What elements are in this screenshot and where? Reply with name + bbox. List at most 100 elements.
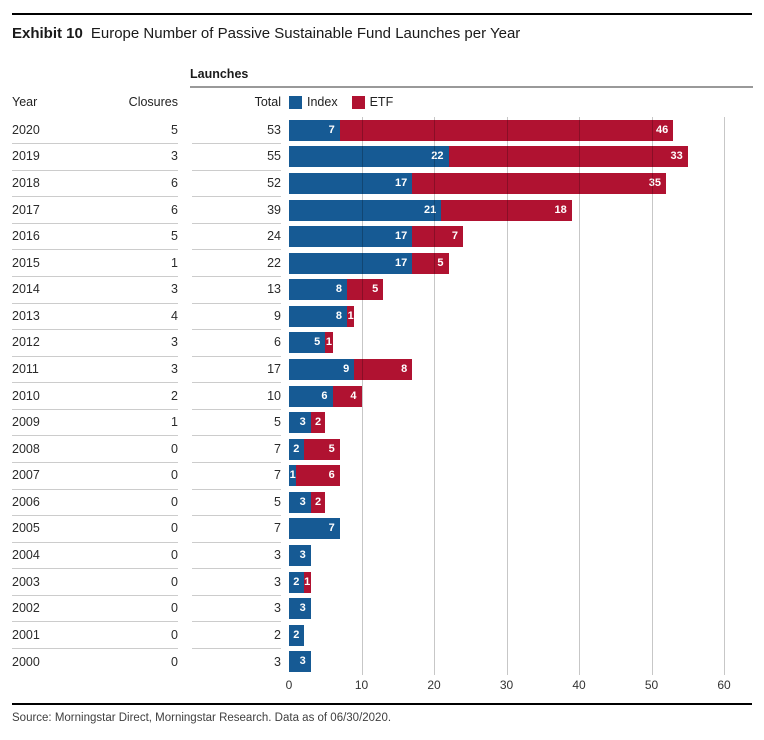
bar-value-label: 3: [299, 549, 306, 562]
total-cell: 10: [192, 382, 281, 410]
column-gap: [281, 569, 289, 596]
x-tick-label: 30: [499, 678, 514, 692]
year-closures-cell: 2016 5: [12, 223, 178, 251]
exhibit-title-text: Europe Number of Passive Sustainable Fun…: [90, 25, 521, 42]
x-tick-label: 60: [717, 678, 731, 692]
column-gap: [281, 383, 289, 410]
bar-value-label: 7: [328, 123, 335, 136]
total-value: 52: [267, 175, 281, 190]
closures-value: 0: [171, 654, 178, 669]
year-label: 2000: [12, 654, 40, 669]
total-cell: 3: [192, 542, 281, 570]
etf-bar-segment: 46: [339, 119, 674, 141]
closures-column-header: Closures: [128, 95, 178, 109]
total-cell: 3: [192, 595, 281, 623]
total-cell: 9: [192, 303, 281, 331]
bar-value-label: 6: [321, 389, 328, 402]
etf-bar-segment: 1: [347, 305, 355, 327]
table-row: 2018 6 52 17 35: [12, 170, 753, 198]
stacked-bar: 2: [289, 624, 753, 646]
etf-legend-swatch: [351, 95, 365, 109]
x-tick-label: 50: [644, 678, 659, 692]
year-closures-cell: 2013 4: [12, 303, 178, 331]
total-value: 3: [274, 574, 281, 589]
chart-legend: Index ETF: [289, 95, 393, 109]
total-value: 7: [274, 468, 281, 483]
bar-value-label: 1: [347, 309, 354, 322]
closures-value: 0: [171, 548, 178, 563]
year-label: 2017: [12, 202, 40, 217]
column-gap: [178, 622, 192, 649]
total-cell: 55: [192, 143, 281, 171]
closures-value: 0: [171, 627, 178, 642]
year-closures-cell: 2015 1: [12, 249, 178, 277]
bar-value-label: 2: [314, 495, 322, 508]
bar-value-label: 3: [299, 416, 306, 429]
index-bar-segment: 3: [289, 412, 311, 434]
year-closures-cell: 2006 0: [12, 489, 178, 517]
year-closures-cell: 2002 0: [12, 595, 178, 623]
column-gap: [178, 356, 192, 383]
total-value: 5: [274, 494, 281, 509]
etf-bar-segment: 35: [412, 172, 666, 194]
column-gap: [178, 303, 192, 330]
total-cell: 13: [192, 276, 281, 304]
column-gap: [178, 170, 192, 197]
total-cell: 6: [192, 329, 281, 357]
index-bar-segment: 8: [289, 279, 347, 301]
source-note: Source: Morningstar Direct, Morningstar …: [12, 712, 392, 724]
column-gap: [178, 409, 192, 436]
total-value: 3: [274, 601, 281, 616]
column-gap: [281, 330, 289, 357]
year-closures-cell: 2017 6: [12, 196, 178, 224]
etf-bar-segment: 33: [448, 146, 688, 168]
column-gap: [281, 170, 289, 197]
index-bar-segment: 8: [289, 305, 347, 327]
closures-value: 0: [171, 574, 178, 589]
year-label: 2009: [12, 415, 40, 430]
total-cell: 7: [192, 435, 281, 464]
index-bar-segment: 3: [289, 491, 311, 513]
index-bar-segment: 7: [289, 119, 340, 141]
total-value: 7: [274, 521, 281, 536]
table-row: 2000 0 3 3: [12, 649, 753, 676]
x-tick-label: 0: [285, 678, 293, 692]
total-value: 5: [274, 415, 281, 430]
column-gap: [281, 250, 289, 277]
bar-value-label: 2: [314, 416, 322, 429]
closures-value: 1: [171, 415, 178, 430]
index-bar-segment: 2: [289, 624, 304, 646]
bar-value-label: 8: [335, 309, 342, 322]
etf-bar-segment: 7: [412, 226, 463, 248]
total-cell: 7: [192, 462, 281, 490]
bar-value-label: 46: [656, 123, 669, 136]
column-headers-left: Year Closures: [12, 95, 178, 109]
table-row: 2015 1 22 17 5: [12, 250, 753, 277]
closures-value: 3: [171, 361, 178, 376]
year-closures-cell: 2014 3: [12, 276, 178, 304]
legend-item-index: Index: [289, 95, 338, 109]
etf-bar-segment: 1: [303, 571, 311, 593]
index-bar-segment: 2: [289, 438, 304, 460]
index-bar-segment: 9: [289, 358, 355, 380]
bar-value-label: 7: [451, 230, 458, 243]
column-gap: [178, 223, 192, 250]
x-tick-label: 10: [354, 678, 369, 692]
bar-value-label: 8: [335, 283, 342, 296]
total-column-header: Total: [254, 95, 281, 109]
column-gap: [178, 463, 192, 490]
stacked-bar: 17 5: [289, 252, 753, 274]
stacked-bar: 17 7: [289, 226, 753, 248]
column-gap: [178, 276, 192, 303]
total-cell: 3: [192, 568, 281, 596]
total-cell: 52: [192, 170, 281, 198]
table-row: 2004 0 3 3: [12, 542, 753, 570]
index-bar-segment: 7: [289, 518, 340, 540]
total-value: 22: [267, 255, 281, 270]
bar-value-label: 22: [431, 150, 444, 163]
index-bar-segment: 3: [289, 651, 311, 673]
year-label: 2005: [12, 521, 40, 536]
